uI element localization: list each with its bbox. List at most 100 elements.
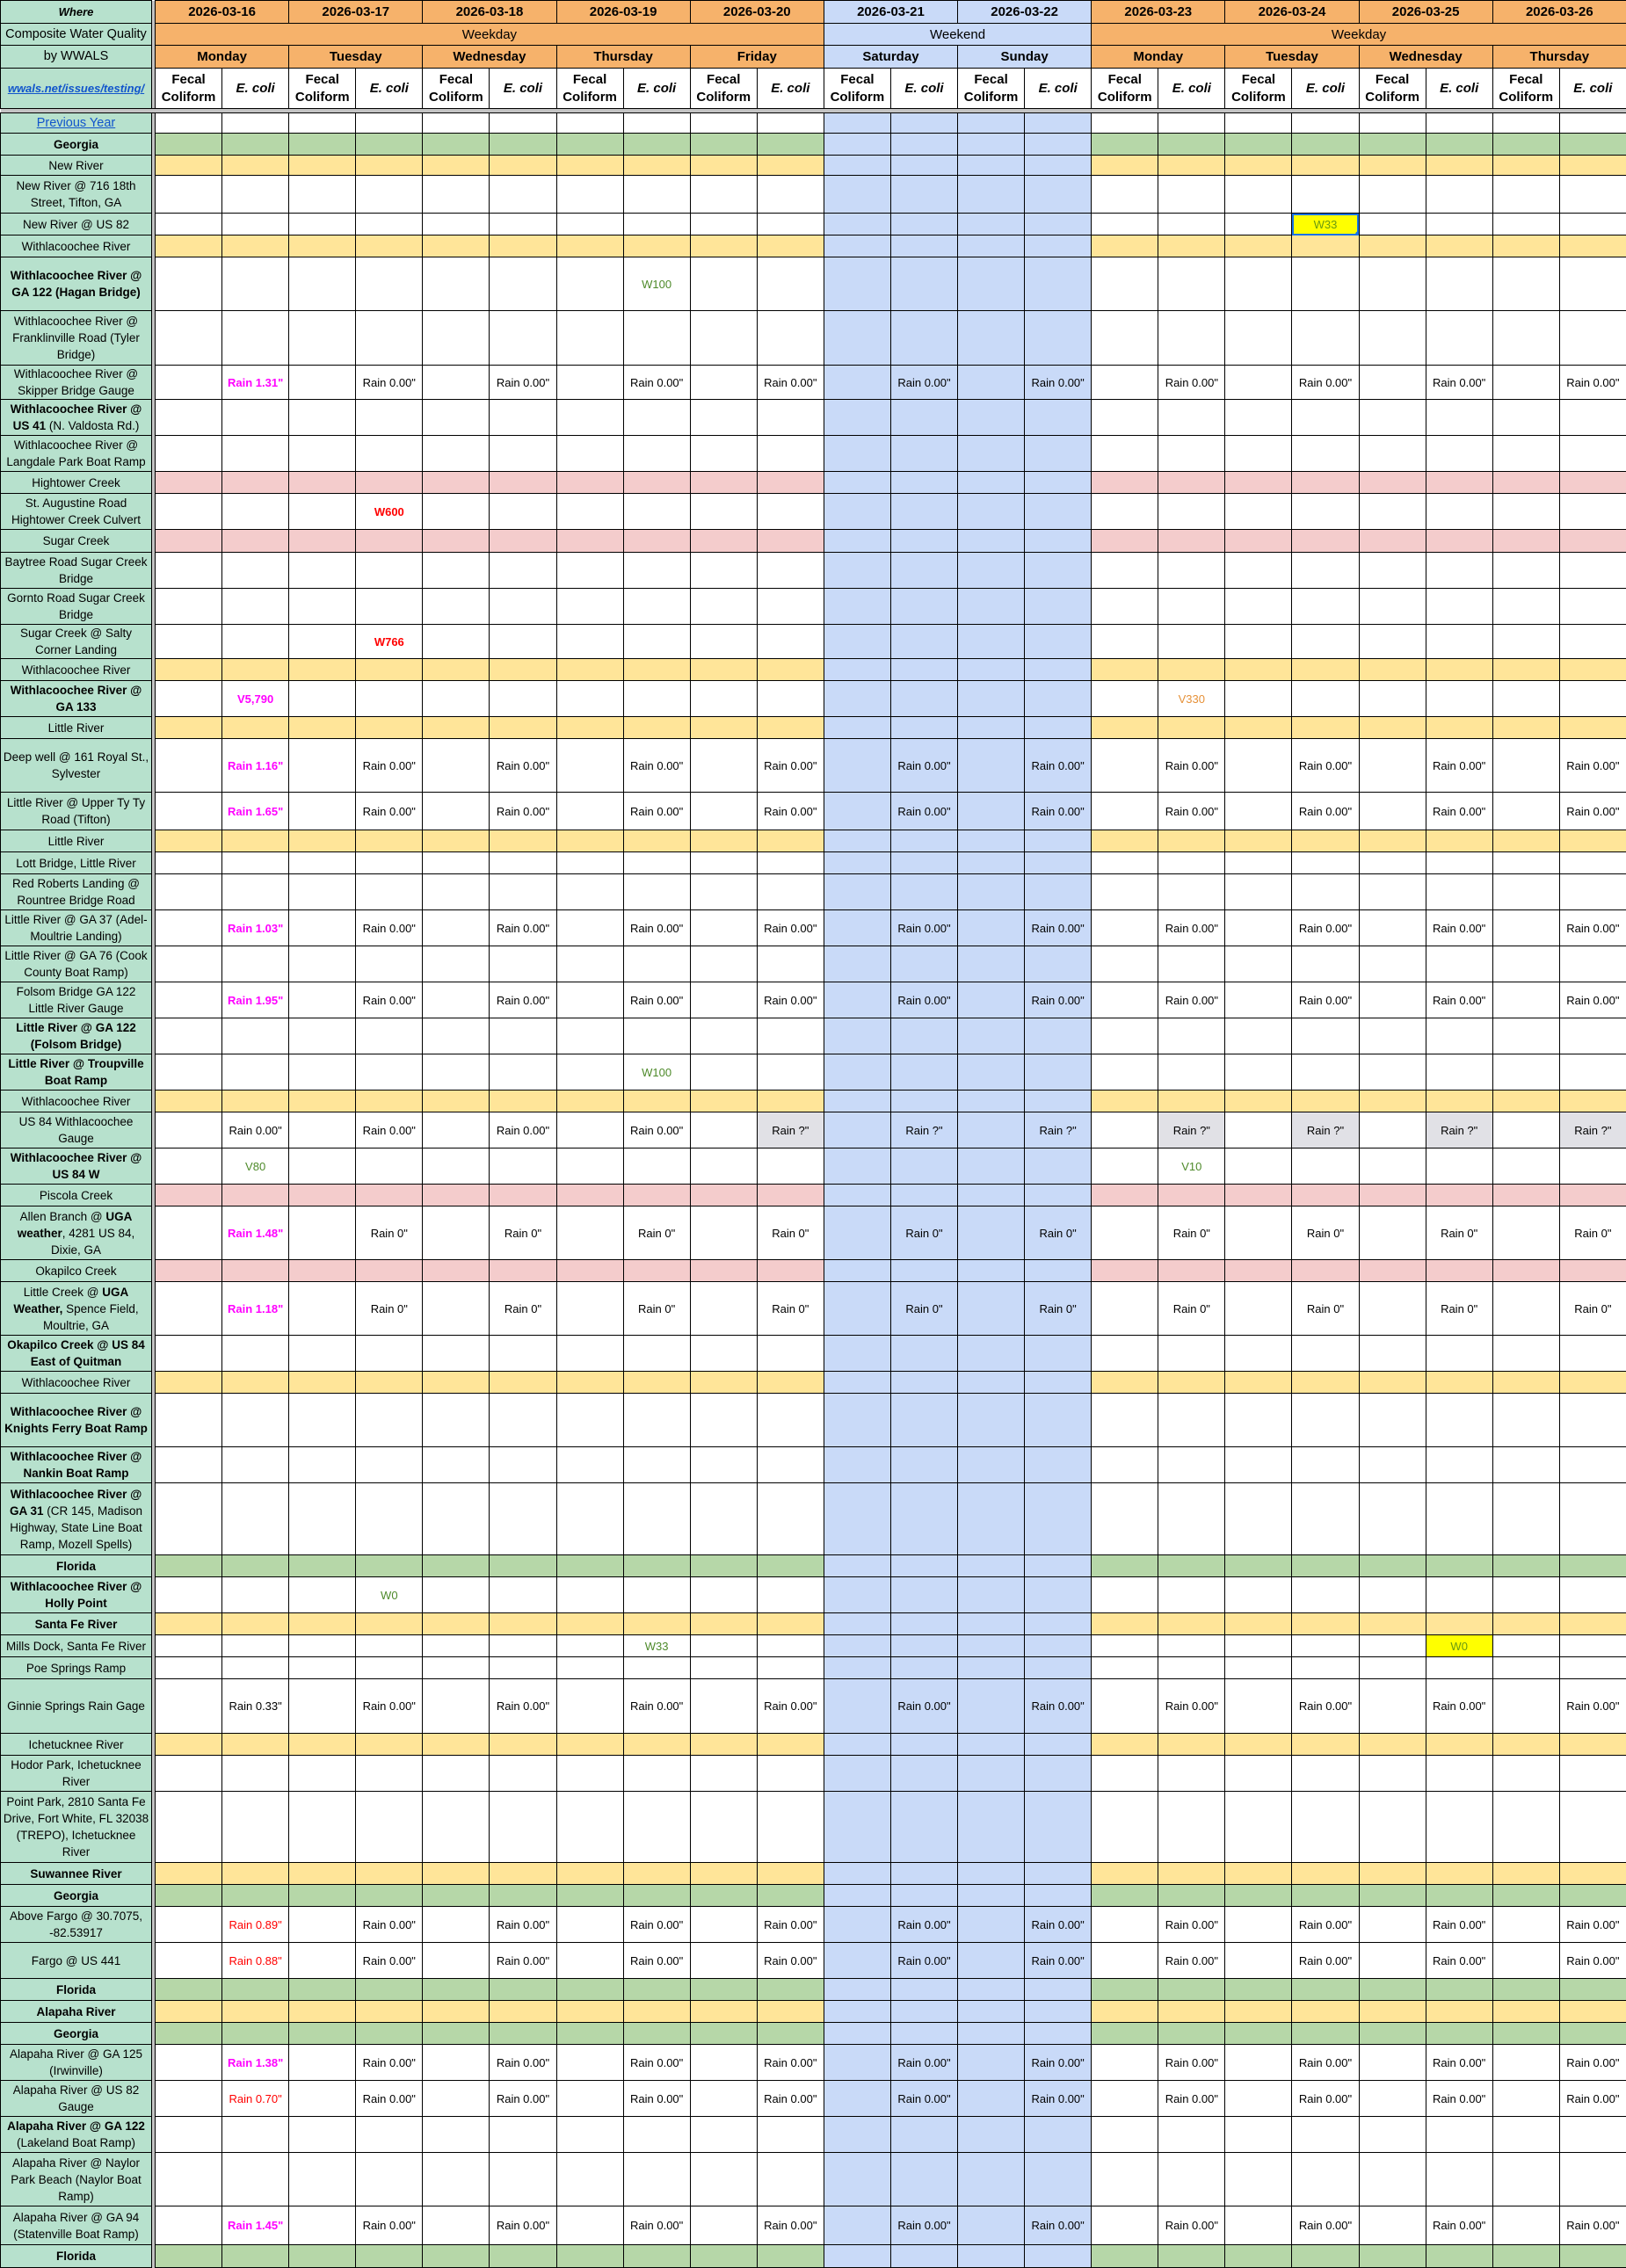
e-coli-cell[interactable]: W33 (1292, 214, 1359, 235)
fecal-coliform-cell[interactable] (289, 134, 356, 156)
e-coli-cell[interactable] (1158, 1394, 1225, 1447)
e-coli-cell[interactable] (222, 1734, 289, 1756)
e-coli-cell[interactable] (490, 156, 556, 176)
e-coli-cell[interactable] (222, 625, 289, 659)
e-coli-cell[interactable]: Rain 0.00" (757, 982, 824, 1018)
fecal-coliform-cell[interactable] (690, 311, 757, 366)
e-coli-cell[interactable] (890, 494, 957, 530)
e-coli-cell[interactable] (623, 1483, 690, 1555)
fecal-coliform-cell[interactable] (156, 1679, 222, 1734)
fecal-coliform-cell[interactable] (289, 1447, 356, 1483)
fecal-coliform-cell[interactable] (156, 1979, 222, 2001)
e-coli-cell[interactable] (623, 589, 690, 625)
e-coli-cell[interactable] (1025, 1734, 1092, 1756)
fecal-coliform-cell[interactable] (958, 793, 1025, 830)
e-coli-cell[interactable] (1292, 235, 1359, 257)
e-coli-cell[interactable] (757, 1372, 824, 1394)
fecal-coliform-cell[interactable] (423, 982, 490, 1018)
e-coli-cell[interactable] (1559, 2245, 1626, 2268)
e-coli-cell[interactable] (490, 1657, 556, 1679)
previous-year-cell[interactable]: Previous Year (1, 113, 152, 134)
fecal-coliform-cell[interactable] (289, 472, 356, 494)
fecal-coliform-cell[interactable] (1359, 530, 1426, 553)
e-coli-cell[interactable] (623, 235, 690, 257)
fecal-coliform-cell[interactable] (824, 1635, 890, 1657)
fecal-coliform-cell[interactable] (958, 910, 1025, 946)
e-coli-cell[interactable] (1426, 2117, 1492, 2153)
e-coli-cell[interactable]: Rain 0.00" (1025, 1943, 1092, 1979)
e-coli-cell[interactable]: Rain 0.00" (757, 793, 824, 830)
fecal-coliform-cell[interactable] (1225, 1613, 1292, 1635)
e-coli-cell[interactable] (1292, 134, 1359, 156)
fecal-coliform-cell[interactable] (824, 946, 890, 982)
row-label[interactable]: Sugar Creek @ Salty Corner Landing (1, 625, 152, 659)
fecal-coliform-cell[interactable] (1092, 2153, 1158, 2206)
fecal-coliform-cell[interactable] (1092, 2023, 1158, 2045)
fecal-coliform-cell[interactable] (556, 494, 623, 530)
fecal-coliform-cell[interactable] (690, 530, 757, 553)
fecal-coliform-cell[interactable] (824, 852, 890, 874)
fecal-coliform-cell[interactable] (958, 1885, 1025, 1907)
row-label[interactable]: St. Augustine Road Hightower Creek Culve… (1, 494, 152, 530)
fecal-coliform-cell[interactable] (556, 1282, 623, 1336)
fecal-coliform-cell[interactable] (556, 1185, 623, 1206)
date-header[interactable]: 2026-03-24 (1225, 1, 1359, 24)
fecal-coliform-cell[interactable] (156, 2153, 222, 2206)
e-coli-cell[interactable] (490, 1447, 556, 1483)
fecal-coliform-cell[interactable] (824, 1907, 890, 1943)
e-coli-cell[interactable] (890, 625, 957, 659)
fecal-coliform-cell[interactable] (958, 2081, 1025, 2117)
fecal-coliform-cell[interactable] (556, 2081, 623, 2117)
e-coli-cell[interactable] (490, 113, 556, 134)
fecal-coliform-cell[interactable] (1092, 1394, 1158, 1447)
fecal-coliform-cell[interactable] (958, 1756, 1025, 1792)
fecal-coliform-cell[interactable] (423, 436, 490, 472)
e-coli-cell[interactable] (222, 1635, 289, 1657)
e-coli-cell[interactable] (757, 1863, 824, 1885)
fecal-coliform-cell[interactable] (690, 494, 757, 530)
fecal-coliform-cell[interactable] (289, 1907, 356, 1943)
fecal-coliform-cell[interactable] (289, 946, 356, 982)
e-coli-cell[interactable]: Rain 0.00" (490, 2081, 556, 2117)
e-coli-header[interactable]: E. coli (222, 69, 289, 109)
fecal-coliform-cell[interactable] (1092, 134, 1158, 156)
e-coli-cell[interactable] (623, 530, 690, 553)
e-coli-cell[interactable] (490, 1185, 556, 1206)
fecal-coliform-cell[interactable] (556, 1734, 623, 1756)
fecal-coliform-cell[interactable] (1492, 852, 1559, 874)
e-coli-cell[interactable] (1292, 1372, 1359, 1394)
fecal-coliform-cell[interactable] (156, 1483, 222, 1555)
e-coli-cell[interactable] (1426, 946, 1492, 982)
date-header[interactable]: 2026-03-25 (1359, 1, 1492, 24)
fecal-coliform-cell[interactable] (1225, 1679, 1292, 1734)
fecal-coliform-cell[interactable] (1092, 257, 1158, 311)
fecal-coliform-cell[interactable] (958, 717, 1025, 739)
e-coli-cell[interactable] (1158, 1635, 1225, 1657)
e-coli-cell[interactable] (1158, 1885, 1225, 1907)
e-coli-cell[interactable]: Rain 0.00" (490, 1943, 556, 1979)
e-coli-cell[interactable] (890, 1372, 957, 1394)
fecal-coliform-cell[interactable] (1492, 1112, 1559, 1148)
e-coli-cell[interactable] (757, 1756, 824, 1792)
e-coli-cell[interactable] (222, 1336, 289, 1372)
day-name-header[interactable]: Wednesday (1359, 46, 1492, 69)
fecal-coliform-cell[interactable] (289, 1979, 356, 2001)
e-coli-cell[interactable] (1158, 659, 1225, 681)
e-coli-cell[interactable] (757, 1555, 824, 1577)
row-label[interactable]: Lott Bridge, Little River (1, 852, 152, 874)
fecal-coliform-cell[interactable] (156, 1394, 222, 1447)
e-coli-cell[interactable]: Rain 0.00" (356, 366, 423, 400)
e-coli-cell[interactable]: Rain 0.00" (1559, 982, 1626, 1018)
fecal-coliform-cell[interactable] (1225, 1577, 1292, 1613)
fecal-coliform-cell[interactable] (958, 1483, 1025, 1555)
e-coli-cell[interactable] (490, 1483, 556, 1555)
e-coli-cell[interactable]: Rain 0.00" (1292, 1907, 1359, 1943)
fecal-coliform-cell[interactable] (1225, 1112, 1292, 1148)
e-coli-cell[interactable] (1158, 1372, 1225, 1394)
e-coli-cell[interactable] (890, 1447, 957, 1483)
fecal-coliform-cell[interactable] (156, 874, 222, 910)
e-coli-cell[interactable] (757, 1394, 824, 1447)
e-coli-cell[interactable] (356, 1885, 423, 1907)
fecal-coliform-cell[interactable] (1092, 1282, 1158, 1336)
e-coli-cell[interactable] (356, 235, 423, 257)
